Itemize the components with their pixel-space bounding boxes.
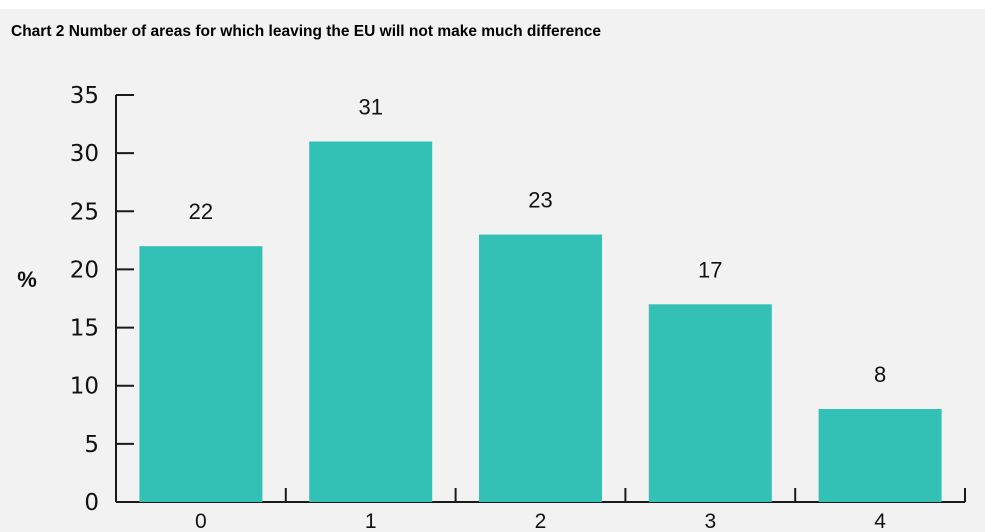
y-axis-label: % [17,267,37,292]
y-tick-label: 15 [70,316,99,342]
y-tick-label: 35 [70,83,99,109]
bar-3 [648,304,772,502]
bar-4 [818,408,942,502]
data-label: 17 [698,257,722,282]
bar-1 [309,141,433,502]
x-tick-label: 2 [535,510,547,532]
y-tick-label: 0 [84,490,99,516]
chart-title: Chart 2 Number of areas for which leavin… [11,23,601,40]
bar-0 [139,246,263,502]
x-tick-label: 4 [874,510,886,532]
x-tick-label: 3 [704,510,716,532]
bars [139,141,942,503]
data-label: 31 [358,95,382,120]
value-labels: 22 31 23 17 8 [189,95,887,387]
data-label: 8 [874,362,886,387]
bar-2 [479,234,602,503]
data-label: 22 [189,199,213,224]
y-tick-label: 25 [70,199,99,225]
y-tick-label: 5 [84,432,99,458]
y-tick-label: 30 [70,141,99,167]
y-tick-label: 20 [70,257,99,283]
y-axis: 0 5 10 15 20 25 30 35 [70,83,134,516]
y-tick-label: 10 [70,374,99,400]
data-label: 23 [528,188,552,213]
x-tick-label: 0 [195,510,207,532]
x-tick-label: 1 [365,510,377,532]
